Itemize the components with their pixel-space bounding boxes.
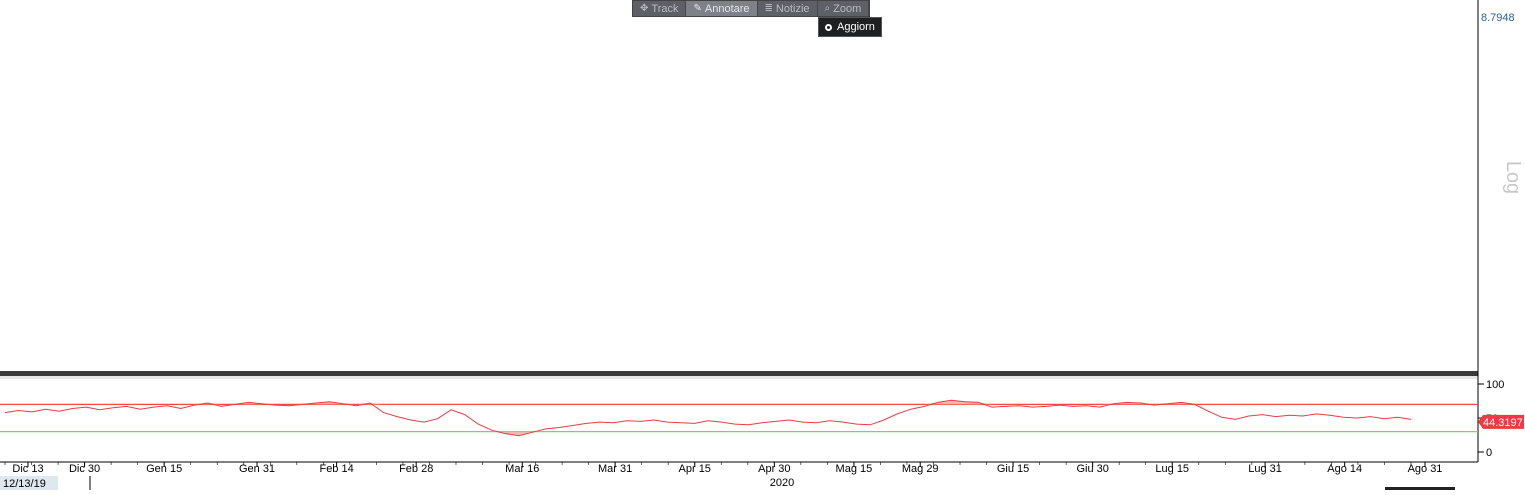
update-button[interactable]: Aggiorn bbox=[818, 17, 882, 37]
update-label: Aggiorn bbox=[837, 21, 875, 33]
rsi-y-tick-label: 0 bbox=[1486, 447, 1492, 459]
track-label: Track bbox=[651, 2, 679, 15]
magnifier-icon: ⌕ bbox=[824, 3, 831, 14]
x-tick-label: Gen 15 bbox=[146, 463, 182, 475]
x-tick-label: Mag 29 bbox=[902, 463, 939, 475]
x-axis-labels: Dic 13 Dic 30 Gen 15 Gen 31 Feb 14 Feb 28 Mar … bbox=[0, 462, 1455, 490]
x-tick-label: Giu 30 bbox=[1076, 463, 1108, 475]
start-date-box bbox=[0, 476, 58, 490]
x-tick-label: Ago 14 bbox=[1327, 463, 1362, 475]
year-label: 2020 bbox=[770, 477, 794, 489]
price-panel bbox=[0, 0, 1478, 372]
x-tick-label: Apr 15 bbox=[679, 463, 711, 475]
panel-separator bbox=[0, 371, 1478, 376]
scroll-indicator bbox=[1385, 487, 1455, 490]
x-tick-label: Mar 31 bbox=[598, 463, 632, 475]
news-button[interactable]: ≣ Notizie bbox=[758, 1, 818, 16]
x-tick-label: Lug 15 bbox=[1155, 463, 1189, 475]
x-tick-label: Feb 14 bbox=[319, 463, 353, 475]
log-scale-label[interactable]: Log bbox=[1502, 160, 1525, 195]
rsi-oversold-fill bbox=[5, 431, 1411, 436]
x-tick-label: Apr 30 bbox=[758, 463, 790, 475]
rsi-value-text: 44.3197 bbox=[1483, 417, 1523, 429]
rsi-line bbox=[4, 399, 1412, 437]
x-tick-label: Dic 30 bbox=[69, 463, 100, 475]
rsi-y-tick-label: 100 bbox=[1486, 379, 1504, 391]
x-tick-label: Giu 15 bbox=[997, 463, 1029, 475]
x-tick-label: Mag 15 bbox=[836, 463, 873, 475]
rsi-overbought-fill bbox=[5, 400, 1411, 405]
x-tick-label: Gen 31 bbox=[239, 463, 275, 475]
pencil-icon: ✎ bbox=[693, 3, 702, 14]
update-icon bbox=[825, 23, 832, 31]
rsi-panel: 10050044.3197 bbox=[0, 379, 1524, 459]
panel-separator-shadow bbox=[0, 376, 1478, 379]
zoom-button[interactable]: ⌕ Zoom bbox=[818, 1, 870, 16]
rsi-value-box bbox=[1478, 414, 1524, 429]
annotate-label: Annotare bbox=[704, 2, 750, 15]
zoom-label: Zoom bbox=[833, 2, 862, 15]
x-tick-label: Dic 13 bbox=[12, 463, 43, 475]
last-price-labels: 8.79487.7297.1996.2144 bbox=[1481, 12, 1515, 24]
annotate-button[interactable]: ✎ Annotare bbox=[686, 1, 758, 16]
price-label-text: 8.7948 bbox=[1481, 12, 1515, 24]
x-tick-label: Lug 31 bbox=[1248, 463, 1282, 475]
start-date-label: 12/13/19 bbox=[3, 478, 46, 490]
x-tick-label: Feb 28 bbox=[399, 463, 433, 475]
news-label: Notizie bbox=[775, 2, 810, 15]
news-icon: ≣ bbox=[764, 3, 773, 14]
crosshair-icon: ✥ bbox=[640, 3, 649, 14]
chart-toolbar: ✥ Track ✎ Annotare ≣ Notizie ⌕ Zoom bbox=[632, 0, 871, 17]
x-tick-label: Mar 16 bbox=[505, 463, 539, 475]
x-tick-label: Ago 31 bbox=[1408, 463, 1443, 475]
track-button[interactable]: ✥ Track bbox=[633, 1, 687, 16]
